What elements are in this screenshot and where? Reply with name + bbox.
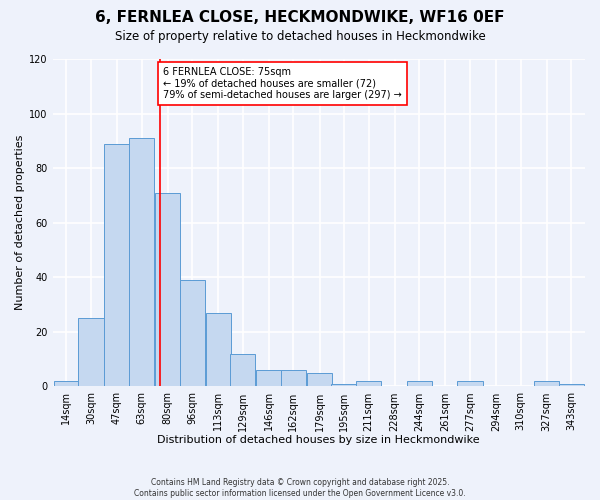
Bar [206, 313, 231, 386]
Text: 6, FERNLEA CLOSE, HECKMONDWIKE, WF16 0EF: 6, FERNLEA CLOSE, HECKMONDWIKE, WF16 0EF [95, 10, 505, 25]
Bar [331, 384, 357, 386]
Bar [256, 370, 281, 386]
Bar [179, 280, 205, 386]
Bar [53, 381, 79, 386]
Bar [104, 144, 130, 386]
Bar [534, 381, 559, 386]
Text: 6 FERNLEA CLOSE: 75sqm
← 19% of detached houses are smaller (72)
79% of semi-det: 6 FERNLEA CLOSE: 75sqm ← 19% of detached… [163, 67, 402, 100]
Bar [407, 381, 432, 386]
Bar [129, 138, 154, 386]
Bar [155, 192, 180, 386]
Y-axis label: Number of detached properties: Number of detached properties [15, 135, 25, 310]
Bar [281, 370, 306, 386]
Bar [307, 373, 332, 386]
Text: Contains HM Land Registry data © Crown copyright and database right 2025.
Contai: Contains HM Land Registry data © Crown c… [134, 478, 466, 498]
Text: Size of property relative to detached houses in Heckmondwike: Size of property relative to detached ho… [115, 30, 485, 43]
Bar [230, 354, 256, 386]
Bar [457, 381, 482, 386]
Bar [559, 384, 584, 386]
Bar [356, 381, 381, 386]
X-axis label: Distribution of detached houses by size in Heckmondwike: Distribution of detached houses by size … [157, 435, 480, 445]
Bar [78, 318, 104, 386]
